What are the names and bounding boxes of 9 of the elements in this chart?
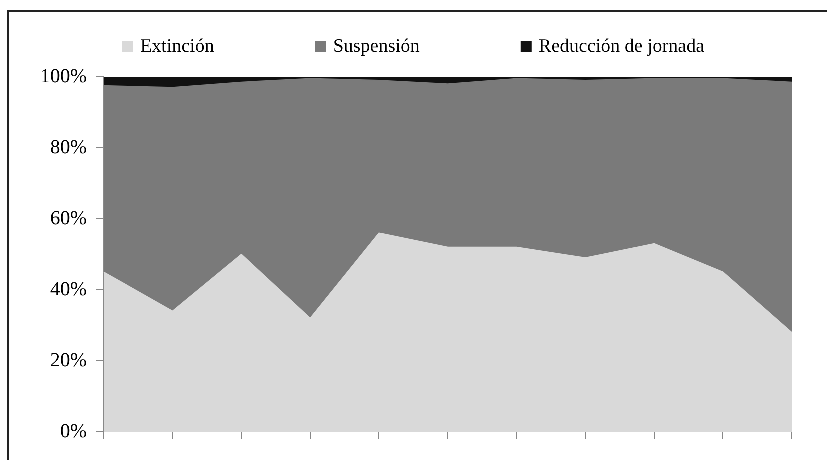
y-tick-label: 60% xyxy=(50,207,87,230)
y-tick-label: 20% xyxy=(50,349,87,372)
legend-label: Suspensión xyxy=(333,36,420,57)
y-tick-label: 100% xyxy=(40,65,87,88)
legend-label: Reducción de jornada xyxy=(538,36,706,57)
y-tick-label: 0% xyxy=(60,420,87,442)
legend-label: Extinción xyxy=(140,36,215,57)
y-tick-label: 40% xyxy=(50,278,87,300)
y-tick-label: 80% xyxy=(50,136,87,158)
